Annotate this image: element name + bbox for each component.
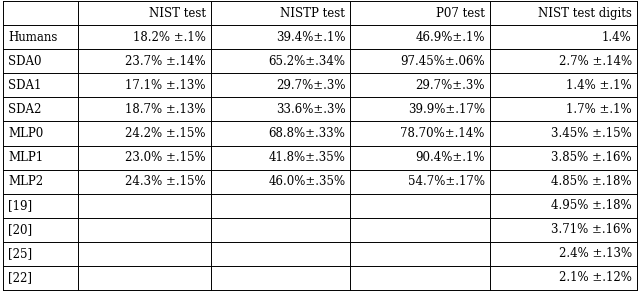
Text: NISTP test: NISTP test [280,7,346,20]
Text: 2.7% ±.14%: 2.7% ±.14% [559,55,632,68]
Text: 24.2% ±.15%: 24.2% ±.15% [125,127,206,140]
Text: [19]: [19] [8,199,33,212]
Text: MLP1: MLP1 [8,151,44,164]
Text: SDA2: SDA2 [8,103,42,116]
Text: 18.2% ±.1%: 18.2% ±.1% [133,31,206,44]
Text: 46.0%±.35%: 46.0%±.35% [268,175,346,188]
Text: [22]: [22] [8,271,32,284]
Text: SDA1: SDA1 [8,79,42,92]
Text: MLP0: MLP0 [8,127,44,140]
Text: 4.85% ±.18%: 4.85% ±.18% [551,175,632,188]
Text: 97.45%±.06%: 97.45%±.06% [400,55,484,68]
Text: NIST test: NIST test [149,7,206,20]
Text: 90.4%±.1%: 90.4%±.1% [415,151,484,164]
Text: [25]: [25] [8,247,33,260]
Text: 29.7%±.3%: 29.7%±.3% [276,79,346,92]
Text: 2.4% ±.13%: 2.4% ±.13% [559,247,632,260]
Text: 33.6%±.3%: 33.6%±.3% [276,103,346,116]
Text: 78.70%±.14%: 78.70%±.14% [401,127,484,140]
Text: 17.1% ±.13%: 17.1% ±.13% [125,79,206,92]
Text: 3.45% ±.15%: 3.45% ±.15% [551,127,632,140]
Text: [20]: [20] [8,223,33,236]
Text: 65.2%±.34%: 65.2%±.34% [268,55,346,68]
Text: 68.8%±.33%: 68.8%±.33% [268,127,346,140]
Text: 1.4% ±.1%: 1.4% ±.1% [566,79,632,92]
Text: Humans: Humans [8,31,58,44]
Text: 46.9%±.1%: 46.9%±.1% [415,31,484,44]
Text: 3.85% ±.16%: 3.85% ±.16% [551,151,632,164]
Text: SDA0: SDA0 [8,55,42,68]
Text: 18.7% ±.13%: 18.7% ±.13% [125,103,206,116]
Text: 24.3% ±.15%: 24.3% ±.15% [125,175,206,188]
Text: 41.8%±.35%: 41.8%±.35% [268,151,346,164]
Text: 23.7% ±.14%: 23.7% ±.14% [125,55,206,68]
Text: 2.1% ±.12%: 2.1% ±.12% [559,271,632,284]
Text: 3.71% ±.16%: 3.71% ±.16% [551,223,632,236]
Text: P07 test: P07 test [436,7,484,20]
Text: 4.95% ±.18%: 4.95% ±.18% [551,199,632,212]
Text: 39.9%±.17%: 39.9%±.17% [408,103,484,116]
Text: NIST test digits: NIST test digits [538,7,632,20]
Text: 23.0% ±.15%: 23.0% ±.15% [125,151,206,164]
Text: MLP2: MLP2 [8,175,44,188]
Text: 29.7%±.3%: 29.7%±.3% [415,79,484,92]
Text: 54.7%±.17%: 54.7%±.17% [408,175,484,188]
Text: 1.7% ±.1%: 1.7% ±.1% [566,103,632,116]
Text: 1.4%: 1.4% [602,31,632,44]
Text: 39.4%±.1%: 39.4%±.1% [276,31,346,44]
